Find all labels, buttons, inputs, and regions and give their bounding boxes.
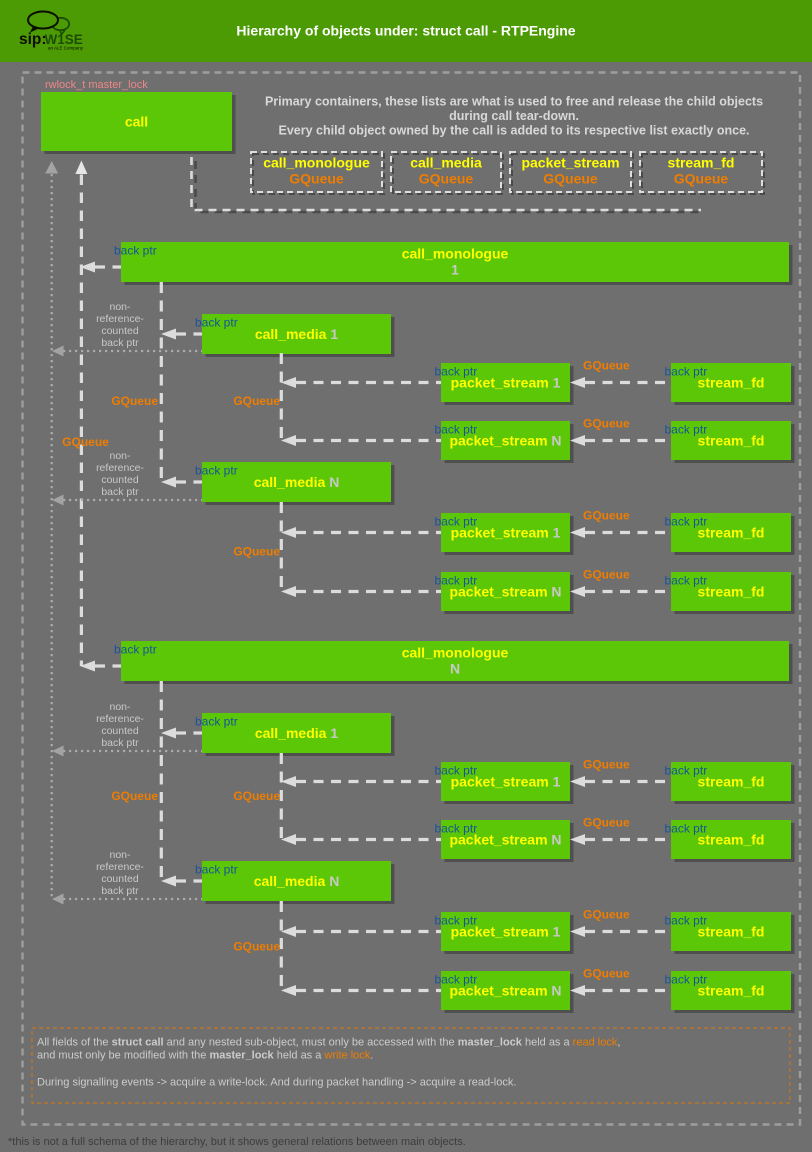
svg-text:GQueue: GQueue [233,545,280,559]
svg-text:back ptr: back ptr [665,365,708,379]
svg-text:stream_fd: stream_fd [698,584,765,600]
svg-text:non-: non- [109,849,131,861]
svg-text:rwlock_t master_lock: rwlock_t master_lock [45,79,148,91]
svg-text:GQueue: GQueue [583,568,630,582]
svg-text:back ptr: back ptr [101,337,139,349]
svg-text:stream_fd: stream_fd [698,983,765,999]
svg-text:GQueue: GQueue [583,816,630,830]
svg-text:back ptr: back ptr [101,737,139,749]
svg-text:packet_stream 1: packet_stream 1 [451,375,561,391]
svg-text:packet_stream: packet_stream [521,155,619,171]
svg-text:back ptr: back ptr [195,715,238,729]
svg-text:stream_fd: stream_fd [698,924,765,940]
svg-text:GQueue: GQueue [583,908,630,922]
svg-text:back ptr: back ptr [435,914,478,928]
svg-text:packet_stream 1: packet_stream 1 [451,774,561,790]
svg-text:counted: counted [101,873,139,885]
svg-text:packet_stream N: packet_stream N [449,983,561,999]
svg-text:reference-: reference- [96,462,144,474]
svg-text:stream_fd: stream_fd [698,433,765,449]
svg-text:call_media N: call_media N [254,474,340,490]
svg-text:GQueue: GQueue [674,171,729,187]
svg-text:packet_stream N: packet_stream N [449,832,561,848]
svg-text:During signalling events -> ac: During signalling events -> acquire a wr… [37,1077,516,1089]
svg-text:and must only be modified with: and must only be modified with the maste… [37,1050,373,1062]
svg-text:reference-: reference- [96,313,144,325]
svg-text:back ptr: back ptr [435,515,478,529]
svg-text:back ptr: back ptr [435,574,478,588]
svg-text:GQueue: GQueue [289,171,344,187]
svg-text:back ptr: back ptr [665,515,708,529]
svg-text:back ptr: back ptr [665,574,708,588]
svg-text:packet_stream 1: packet_stream 1 [451,525,561,541]
svg-text:non-: non- [109,450,131,462]
svg-text:back ptr: back ptr [665,764,708,778]
svg-text:non-: non- [109,301,131,313]
svg-text:W1SE: W1SE [45,32,83,47]
svg-text:stream_fd: stream_fd [698,525,765,541]
svg-text:GQueue: GQueue [583,417,630,431]
svg-text:GQueue: GQueue [543,171,598,187]
svg-text:GQueue: GQueue [62,435,109,449]
svg-text:call_monologue: call_monologue [402,645,509,661]
svg-text:back ptr: back ptr [665,973,708,987]
svg-text:back ptr: back ptr [195,464,238,478]
svg-text:back ptr: back ptr [195,863,238,877]
svg-text:back ptr: back ptr [435,822,478,836]
svg-text:GQueue: GQueue [233,940,280,954]
svg-text:back ptr: back ptr [101,885,139,897]
svg-text:stream_fd: stream_fd [698,375,765,391]
svg-text:GQueue: GQueue [583,509,630,523]
svg-text:packet_stream N: packet_stream N [449,433,561,449]
svg-text:GQueue: GQueue [583,758,630,772]
svg-text:GQueue: GQueue [583,359,630,373]
svg-text:GQueue: GQueue [111,789,158,803]
svg-text:reference-: reference- [96,861,144,873]
svg-text:back ptr: back ptr [435,423,478,437]
svg-text:counted: counted [101,325,139,337]
svg-text:during call tear-down.: during call tear-down. [449,109,579,123]
svg-text:All fields of the struct call: All fields of the struct call and any ne… [37,1037,620,1049]
svg-text:back ptr: back ptr [665,822,708,836]
svg-text:GQueue: GQueue [419,171,474,187]
svg-text:call_media 1: call_media 1 [255,326,339,342]
svg-text:packet_stream 1: packet_stream 1 [451,924,561,940]
svg-text:GQueue: GQueue [233,789,280,803]
svg-text:packet_stream N: packet_stream N [449,584,561,600]
svg-text:Hierarchy of objects under: st: Hierarchy of objects under: struct call … [236,23,575,39]
svg-text:back ptr: back ptr [435,973,478,987]
svg-text:non-: non- [109,701,131,713]
svg-text:call_media 1: call_media 1 [255,725,339,741]
svg-text:back ptr: back ptr [195,316,238,330]
svg-text:an ALE Company: an ALE Company [48,46,84,51]
svg-text:Every child object owned by th: Every child object owned by the call is … [279,124,750,138]
svg-text:counted: counted [101,725,139,737]
svg-text:stream_fd: stream_fd [668,155,735,171]
svg-text:Primary containers, these list: Primary containers, these lists are what… [265,95,763,109]
svg-text:back ptr: back ptr [435,764,478,778]
svg-text:call_media N: call_media N [254,873,340,889]
svg-text:N: N [450,661,460,677]
svg-text:back ptr: back ptr [114,643,157,657]
svg-text:GQueue: GQueue [111,394,158,408]
svg-text:back ptr: back ptr [435,365,478,379]
svg-text:GQueue: GQueue [233,394,280,408]
svg-text:stream_fd: stream_fd [698,832,765,848]
svg-text:*this is not a full schema of: *this is not a full schema of the hierar… [8,1136,466,1148]
svg-text:sip:: sip: [19,31,47,48]
svg-text:back ptr: back ptr [101,486,139,498]
svg-text:call_monologue: call_monologue [402,246,509,262]
svg-text:back ptr: back ptr [665,914,708,928]
svg-text:reference-: reference- [96,713,144,725]
svg-text:back ptr: back ptr [665,423,708,437]
svg-text:GQueue: GQueue [583,967,630,981]
svg-text:call: call [125,114,148,130]
svg-text:counted: counted [101,474,139,486]
svg-text:call_media: call_media [410,155,482,171]
svg-text:stream_fd: stream_fd [698,774,765,790]
svg-text:call_monologue: call_monologue [263,155,370,171]
svg-text:back ptr: back ptr [114,244,157,258]
svg-text:1: 1 [451,262,459,278]
